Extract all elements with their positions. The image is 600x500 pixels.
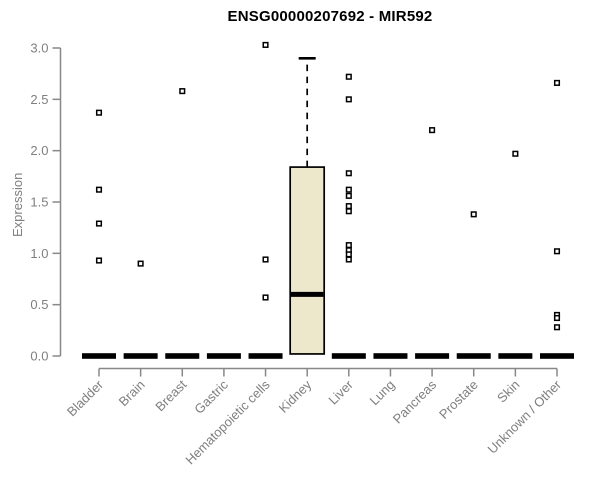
collapsed-box-prostate bbox=[456, 353, 491, 359]
box-kidney bbox=[289, 166, 326, 355]
y-tick-label: 3.0 bbox=[30, 41, 48, 56]
y-tick-label: 0.0 bbox=[30, 349, 48, 364]
outlier-point-hematopoietic-cells bbox=[262, 256, 269, 263]
outlier-point-liver bbox=[345, 203, 352, 210]
y-tick-label: 1.0 bbox=[30, 246, 48, 261]
collapsed-box-breast bbox=[165, 353, 200, 359]
outlier-point-unknown-other bbox=[553, 324, 561, 331]
y-tick-label: 1.5 bbox=[30, 195, 48, 210]
outlier-point-hematopoietic-cells bbox=[262, 41, 269, 48]
outlier-point-liver bbox=[345, 192, 352, 199]
x-tick-label-gastric: Gastric bbox=[191, 377, 231, 417]
outlier-point-breast bbox=[179, 88, 186, 95]
y-tick-label: 2.5 bbox=[30, 92, 48, 107]
x-tick-label-breast: Breast bbox=[152, 377, 189, 414]
outlier-point-unknown-other bbox=[553, 314, 561, 322]
outlier-point-liver bbox=[345, 96, 352, 103]
outlier-point-brain bbox=[137, 260, 144, 267]
x-tick-label-lung: Lung bbox=[367, 377, 398, 408]
outlier-point-bladder bbox=[95, 186, 103, 193]
collapsed-box-lung bbox=[373, 353, 408, 359]
outlier-point-liver bbox=[345, 256, 352, 263]
outlier-point-unknown-other bbox=[553, 248, 561, 255]
outlier-point-liver bbox=[345, 73, 352, 80]
collapsed-box-skin bbox=[498, 353, 533, 359]
x-tick-label-bladder: Bladder bbox=[64, 377, 107, 420]
y-tick-label: 2.0 bbox=[30, 143, 48, 158]
collapsed-box-brain bbox=[123, 353, 158, 359]
outlier-point-liver bbox=[345, 251, 352, 258]
chart-title: ENSG00000207692 - MIR592 bbox=[227, 8, 433, 25]
outlier-point-bladder bbox=[95, 109, 103, 116]
y-tick-label: 0.5 bbox=[30, 297, 48, 312]
x-tick-label-kidney: Kidney bbox=[276, 377, 315, 416]
collapsed-box-unknown-other bbox=[540, 353, 574, 359]
x-tick-label-prostate: Prostate bbox=[436, 377, 481, 422]
outlier-point-bladder bbox=[95, 257, 103, 264]
collapsed-box-bladder bbox=[82, 353, 116, 359]
collapsed-box-liver bbox=[331, 353, 366, 359]
outlier-point-hematopoietic-cells bbox=[262, 294, 269, 301]
outlier-point-bladder bbox=[95, 220, 103, 227]
collapsed-box-pancreas bbox=[415, 353, 450, 359]
outlier-point-liver bbox=[345, 186, 352, 193]
x-tick-label-pancreas: Pancreas bbox=[390, 377, 440, 427]
x-tick-label-unknown-other: Unknown / Other bbox=[485, 377, 565, 457]
collapsed-box-hematopoietic-cells bbox=[248, 353, 283, 359]
outlier-point-prostate bbox=[470, 211, 477, 218]
outlier-point-unknown-other bbox=[553, 79, 561, 86]
outlier-point-liver bbox=[345, 242, 352, 249]
x-tick-label-skin: Skin bbox=[494, 377, 522, 405]
collapsed-box-gastric bbox=[206, 353, 241, 359]
x-tick-label-brain: Brain bbox=[116, 377, 148, 409]
outlier-point-liver bbox=[345, 208, 352, 215]
outlier-point-liver bbox=[345, 170, 352, 177]
x-tick-label-liver: Liver bbox=[325, 377, 356, 408]
outlier-point-pancreas bbox=[429, 127, 436, 134]
outlier-point-skin bbox=[512, 150, 519, 157]
